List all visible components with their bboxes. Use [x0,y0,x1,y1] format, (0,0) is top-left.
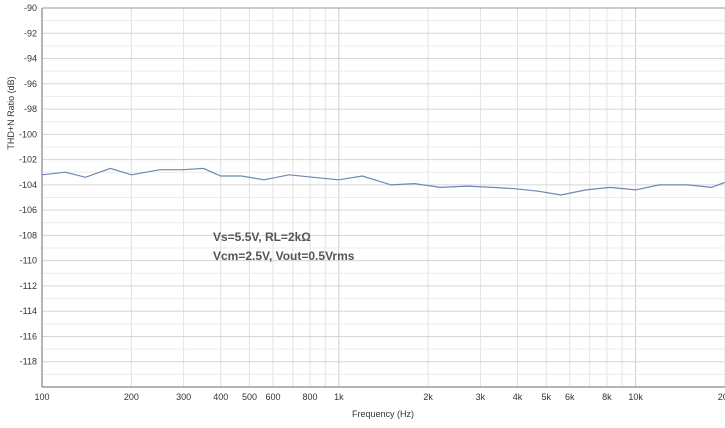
y-tick-label: -100 [19,129,37,139]
x-tick-label: 10k [628,392,643,402]
x-tick-label: 20k [718,392,725,402]
annotation-line-2: Vcm=2.5V, Vout=0.5Vrms [213,249,355,263]
x-axis-title: Frequency (Hz) [352,409,414,419]
x-tick-label: 500 [242,392,257,402]
y-tick-label: -116 [20,331,37,341]
x-tick-label: 3k [476,392,486,402]
x-tick-label: 300 [176,392,191,402]
x-tick-label: 6k [565,392,575,402]
x-tick-label: 800 [303,392,318,402]
y-tick-label: -102 [19,155,37,165]
y-tick-label: -92 [24,28,37,38]
y-tick-label: -90 [24,3,37,13]
y-tick-label: -108 [19,230,37,240]
y-tick-label: -112 [20,281,37,291]
y-tick-label: -106 [19,205,37,215]
x-tick-label: 5k [542,392,552,402]
y-axis-title: THD+N Ratio (dB) [6,76,16,149]
x-tick-label: 400 [213,392,228,402]
x-tick-label: 600 [265,392,280,402]
y-tick-label: -110 [20,256,37,266]
y-tick-label: -96 [24,79,37,89]
x-tick-label: 200 [124,392,139,402]
axes [41,7,725,388]
annotation-line-1: Vs=5.5V, RL=2kΩ [213,230,311,244]
tick-labels: -90 -92 -94 -96 -98 -100 -102 -104 -106 -108 -110 -… [19,3,725,402]
y-tick-label: -94 [24,54,37,64]
y-tick-label: -118 [20,357,37,367]
y-tick-label: -104 [19,180,37,190]
x-tick-label: 4k [513,392,523,402]
x-tick-label: 100 [34,392,49,402]
y-tick-label: -114 [20,306,37,316]
x-tick-label: 8k [602,392,612,402]
thd-n-series-line [41,167,725,196]
x-tick-label: 2k [423,392,433,402]
x-tick-label: 1k [334,392,344,402]
series-layer [41,167,725,196]
y-tick-label: -98 [24,104,37,114]
